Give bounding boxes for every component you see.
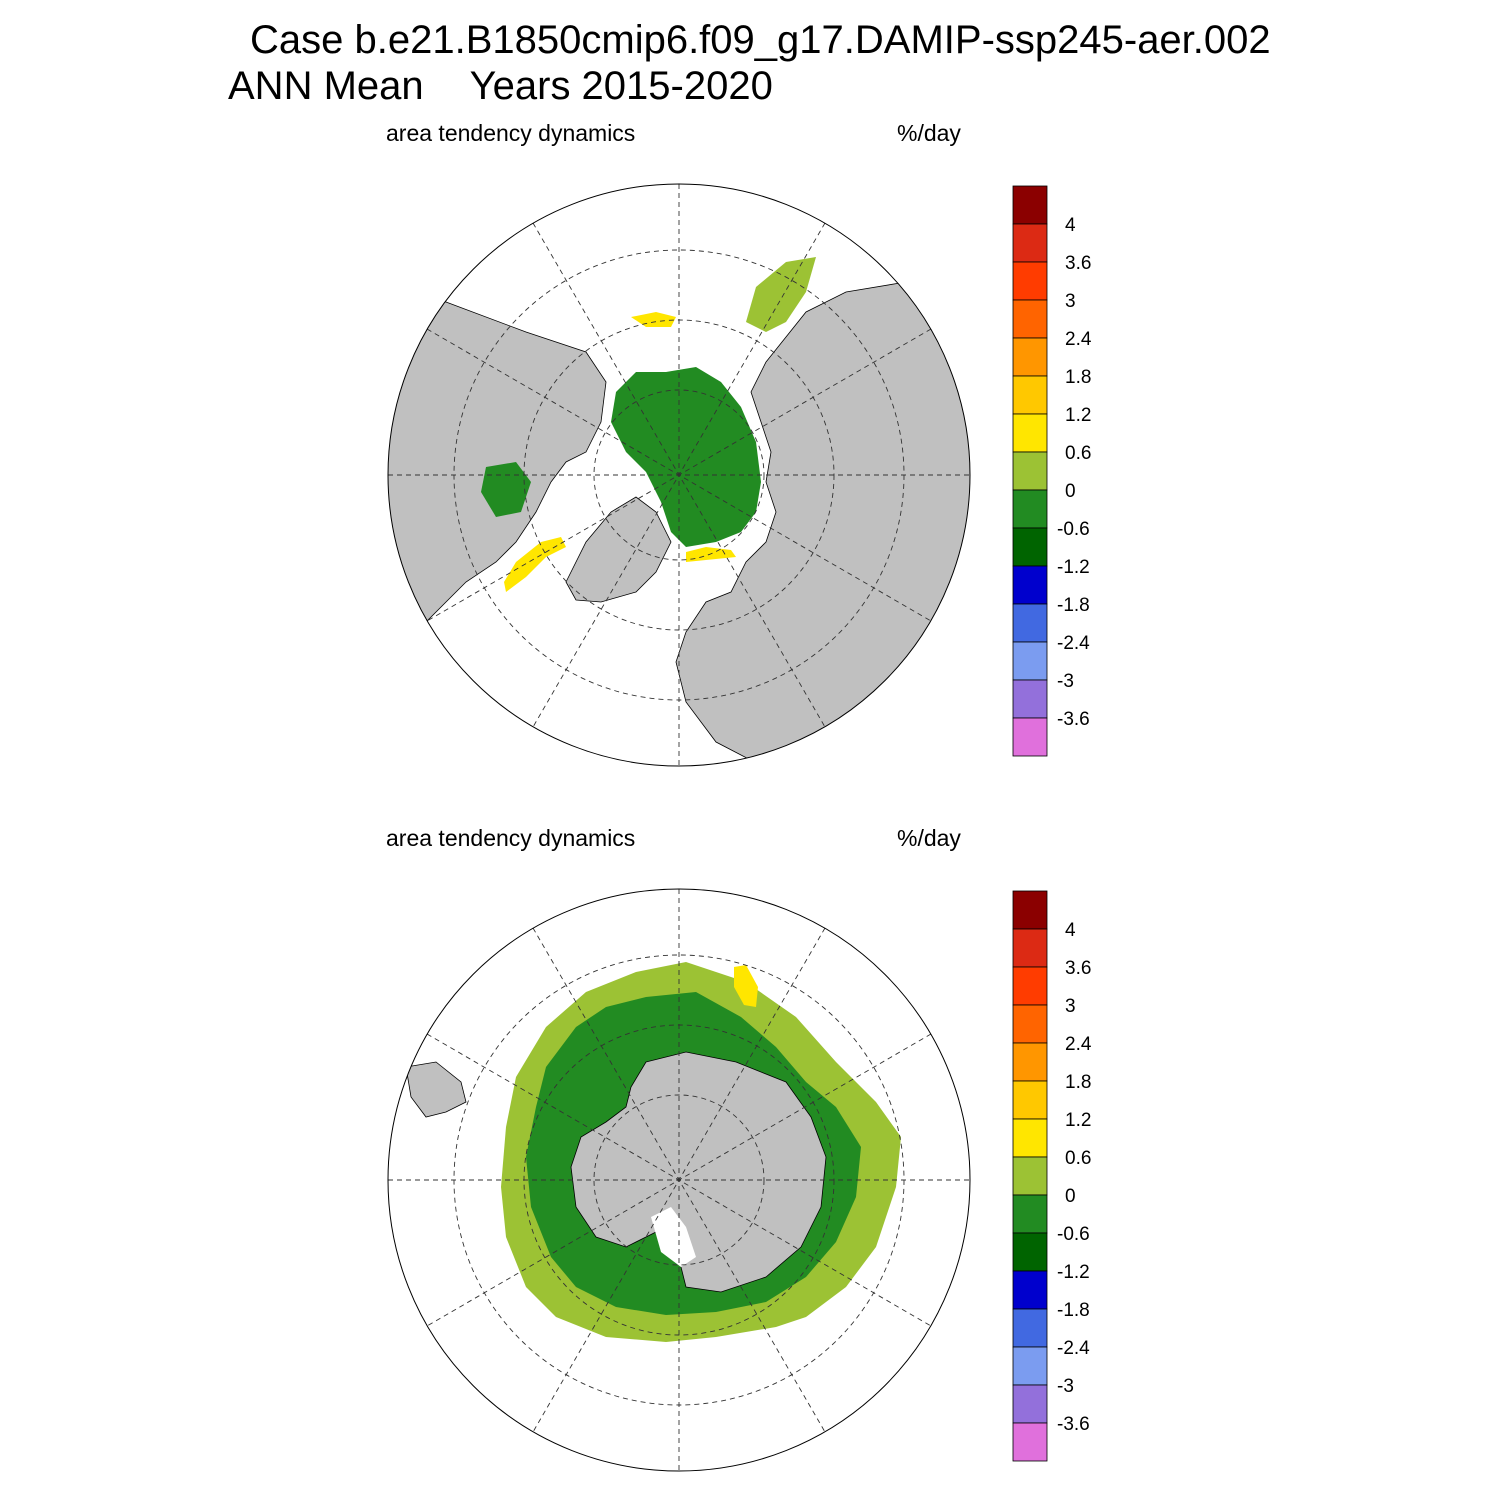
north-colorbar-tick-label: 1.8: [1065, 367, 1091, 388]
south-colorbar-cell: [1012, 1308, 1048, 1348]
north-greenland-sea-marginal-ice: [686, 547, 736, 562]
south-colorbar-cell: [1012, 1422, 1048, 1462]
south-panel-units-label: %/day: [897, 825, 961, 851]
north-colorbar-cell: [1012, 223, 1048, 263]
south-colorbar-tick-label: 1.2: [1065, 1110, 1091, 1131]
figure-title-period: ANN Mean Years 2015-2020: [228, 64, 773, 109]
north-colorbar-cell: [1012, 679, 1048, 719]
south-positive-tendency-patch: [734, 965, 758, 1007]
south-colorbar-cell: [1012, 1346, 1048, 1386]
north-colorbar-tick-label: 0.6: [1065, 443, 1091, 464]
south-meridian-grid: [388, 889, 970, 1471]
north-arctic-ice-tendency: [611, 367, 761, 547]
north-colorbar-cell: [1012, 413, 1048, 453]
north-colorbar-cell: [1012, 603, 1048, 643]
north-colorbar-tick-label: 2.4: [1065, 329, 1092, 350]
south-colorbar-cell: [1012, 1156, 1048, 1196]
north-colorbar-tick-label: -3: [1057, 671, 1074, 692]
south-colorbar-cell: [1012, 966, 1048, 1006]
south-colorbar: 4 3.6 3 2.4 1.8 1.2 0.6 0 -0.6 -1.2 -1.8 -2.4 -3 -3.6: [1012, 890, 1092, 1462]
south-colorbar-tick-label: -3.6: [1057, 1414, 1090, 1435]
south-colorbar-tick-label: -3: [1057, 1376, 1074, 1397]
south-colorbar-tick-label: 1.8: [1065, 1072, 1091, 1093]
south-panel-variable-label: area tendency dynamics: [386, 825, 636, 851]
south-colorbar-tick-label: -1.2: [1057, 1262, 1090, 1283]
south-colorbar-tick-label: 3: [1065, 996, 1076, 1017]
south-colorbar-cell: [1012, 890, 1048, 930]
season-label: ANN Mean: [228, 64, 424, 108]
south-colorbar-tick-label: 3.6: [1065, 958, 1091, 979]
north-colorbar-cell: [1012, 717, 1048, 757]
north-colorbar-cell: [1012, 185, 1048, 225]
south-colorbar-cell: [1012, 1232, 1048, 1272]
north-panel-units-label: %/day: [897, 120, 961, 146]
north-colorbar-tick-label: 3.6: [1065, 253, 1091, 274]
south-colorbar-tick-label: 4: [1065, 920, 1076, 941]
south-colorbar-tick-label: -0.6: [1057, 1224, 1090, 1245]
north-colorbar-cell: [1012, 261, 1048, 301]
figure-title-case: Case b.e21.B1850cmip6.f09_g17.DAMIP-ssp2…: [250, 18, 1271, 62]
south-land-south-america: [405, 1061, 467, 1118]
north-bering-marginal-ice: [631, 312, 676, 327]
north-colorbar-tick-label: 1.2: [1065, 405, 1091, 426]
north-colorbar-cell: [1012, 299, 1048, 339]
south-colorbar-cell: [1012, 1118, 1048, 1158]
south-colorbar-tick-label: -1.8: [1057, 1300, 1090, 1321]
south-colorbar-tick-label: 0: [1065, 1186, 1076, 1207]
south-colorbar-tick-label: 0.6: [1065, 1148, 1091, 1169]
south-colorbar-tick-label: -2.4: [1057, 1338, 1090, 1359]
north-colorbar-tick-label: -1.2: [1057, 557, 1090, 578]
south-colorbar-cell: [1012, 1042, 1048, 1082]
north-okhotsk-ice: [746, 257, 816, 332]
north-meridian-grid: [388, 184, 970, 766]
south-colorbar-cell: [1012, 1194, 1048, 1234]
north-colorbar-tick-label: -1.8: [1057, 595, 1090, 616]
north-colorbar-cell: [1012, 375, 1048, 415]
north-map-border: [387, 183, 971, 767]
south-colorbar-cell: [1012, 1384, 1048, 1424]
years-label: Years 2015-2020: [469, 64, 773, 108]
south-colorbar-tick-label: 2.4: [1065, 1034, 1092, 1055]
south-polar-map: [387, 888, 971, 1472]
south-ross-ice-shelf: [651, 1207, 696, 1267]
north-polar-map: [387, 183, 971, 767]
north-colorbar: 4 3.6 3 2.4 1.8 1.2 0.6 0 -0.6 -1.2 -1.8 -2.4 -3 -3.6: [1012, 185, 1092, 757]
north-colorbar-cell: [1012, 489, 1048, 529]
north-hudson-bay-ice: [481, 462, 531, 517]
north-colorbar-tick-label: 4: [1065, 215, 1076, 236]
north-colorbar-cell: [1012, 451, 1048, 491]
north-colorbar-tick-label: 3: [1065, 291, 1076, 312]
south-colorbar-cell: [1012, 1270, 1048, 1310]
north-panel-variable-label: area tendency dynamics: [386, 120, 636, 146]
north-land-north-america: [388, 281, 607, 643]
north-colorbar-cell: [1012, 641, 1048, 681]
north-colorbar-tick-label: 0: [1065, 481, 1076, 502]
north-colorbar-tick-label: -3.6: [1057, 709, 1090, 730]
south-colorbar-cell: [1012, 1004, 1048, 1044]
south-colorbar-cell: [1012, 1080, 1048, 1120]
south-map-border: [387, 888, 971, 1472]
north-labrador-marginal-ice: [504, 537, 566, 592]
south-colorbar-cell: [1012, 928, 1048, 968]
north-land-greenland: [565, 496, 672, 603]
north-colorbar-cell: [1012, 565, 1048, 605]
north-colorbar-tick-label: -0.6: [1057, 519, 1090, 540]
north-colorbar-tick-label: -2.4: [1057, 633, 1090, 654]
north-colorbar-cell: [1012, 527, 1048, 567]
north-colorbar-cell: [1012, 337, 1048, 377]
